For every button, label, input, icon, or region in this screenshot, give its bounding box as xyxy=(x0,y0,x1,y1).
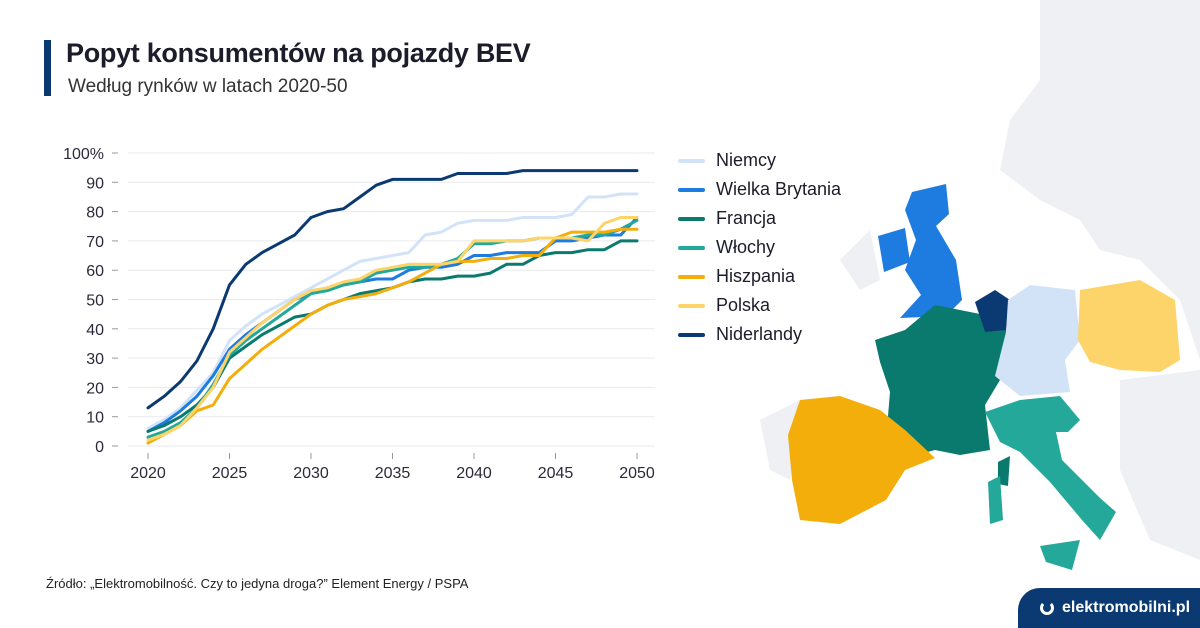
brand-label: elektromobilni.pl xyxy=(1062,599,1191,616)
legend-label: Hiszpania xyxy=(716,266,796,286)
map-uk xyxy=(900,184,962,318)
series-line-polska xyxy=(146,216,639,442)
map-ireland xyxy=(878,228,910,272)
y-tick-label: 100% xyxy=(63,146,104,163)
legend-swatch xyxy=(678,216,705,221)
legend-label: Polska xyxy=(716,295,771,315)
y-tick-label: 0 xyxy=(95,439,104,456)
legend-item: Włochy xyxy=(678,233,841,262)
brand-badge[interactable]: elektromobilni.pl xyxy=(1018,588,1200,628)
x-tick-label: 2030 xyxy=(293,465,329,482)
chart-legend: Niemcy Wielka Brytania Francja Włochy Hiszpa… xyxy=(678,146,841,349)
legend-item: Wielka Brytania xyxy=(678,175,841,204)
y-tick-label: 40 xyxy=(86,322,104,339)
legend-label: Wielka Brytania xyxy=(716,179,842,199)
map-sardinia xyxy=(988,476,1003,524)
series-line-niemcy xyxy=(146,192,639,430)
series-line-hiszpania xyxy=(146,227,639,445)
power-icon xyxy=(1040,601,1054,615)
legend-label: Francja xyxy=(716,208,777,228)
legend-item: Hiszpania xyxy=(678,262,841,291)
legend-swatch xyxy=(678,303,705,308)
map-germany xyxy=(995,285,1080,396)
y-tick-label: 30 xyxy=(86,351,104,368)
legend-item: Francja xyxy=(678,204,841,233)
x-tick-label: 2050 xyxy=(619,465,655,482)
x-tick-label: 2025 xyxy=(212,465,248,482)
legend-swatch xyxy=(678,332,705,337)
map-poland xyxy=(1078,280,1180,372)
x-tick-label: 2045 xyxy=(538,465,574,482)
legend-item: Niemcy xyxy=(678,146,841,175)
x-tick-label: 2020 xyxy=(130,465,166,482)
legend-swatch xyxy=(678,187,705,192)
y-tick-label: 50 xyxy=(86,293,104,310)
legend-item: Niderlandy xyxy=(678,320,841,349)
series-line-wielka-brytania xyxy=(146,216,639,433)
x-tick-label: 2040 xyxy=(456,465,492,482)
map-italy xyxy=(985,396,1116,540)
legend-swatch xyxy=(678,274,705,279)
y-tick-label: 70 xyxy=(86,234,104,251)
map-sicily xyxy=(1040,540,1080,570)
map-spain xyxy=(788,396,935,524)
y-tick-label: 80 xyxy=(86,205,104,222)
y-tick-label: 60 xyxy=(86,263,104,280)
title-accent-bar xyxy=(44,40,51,96)
map-france xyxy=(875,305,1010,458)
page-subtitle: Według rynków w latach 2020-50 xyxy=(68,76,348,97)
legend-label: Niemcy xyxy=(716,150,777,170)
legend-item: Polska xyxy=(678,291,841,320)
legend-label: Włochy xyxy=(716,237,776,257)
source-note: Źródło: „Elektromobilność. Czy to jedyna… xyxy=(46,576,469,591)
page-title: Popyt konsumentów na pojazdy BEV xyxy=(66,38,531,68)
y-tick-label: 10 xyxy=(86,410,104,427)
y-tick-label: 90 xyxy=(86,175,104,192)
background-land xyxy=(760,0,1200,560)
map-netherlands xyxy=(975,290,1010,332)
legend-swatch xyxy=(678,245,705,250)
legend-swatch xyxy=(678,158,705,163)
series-line-niderlandy xyxy=(146,169,639,410)
y-tick-label: 20 xyxy=(86,380,104,397)
x-tick-label: 2035 xyxy=(375,465,411,482)
legend-label: Niderlandy xyxy=(716,324,803,344)
map-corsica xyxy=(998,456,1010,486)
